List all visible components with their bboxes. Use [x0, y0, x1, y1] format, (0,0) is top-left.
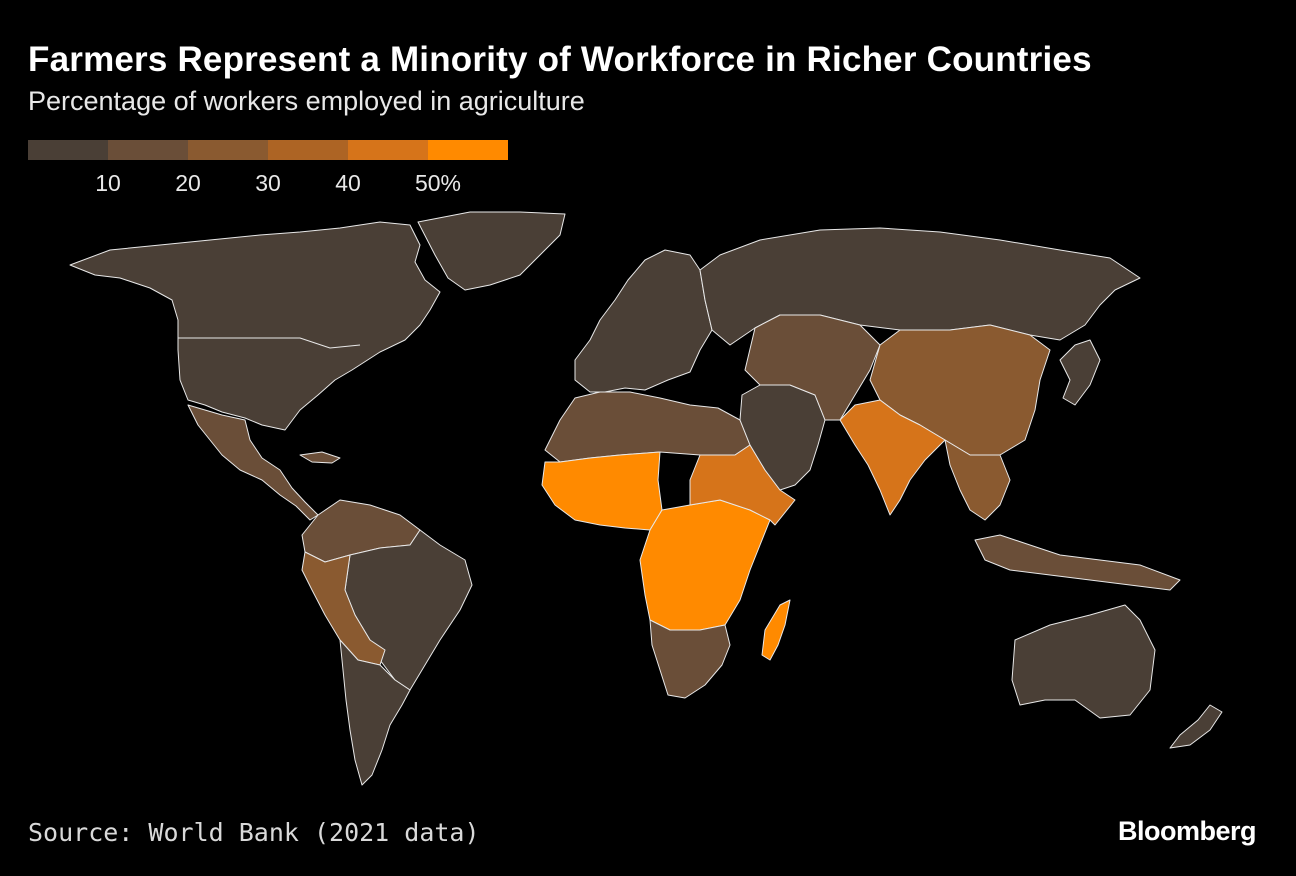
legend-swatch-2	[188, 140, 268, 160]
source-note: Source: World Bank (2021 data)	[28, 818, 480, 847]
legend-label-50: 50%	[414, 170, 462, 196]
color-legend	[28, 140, 508, 160]
chart-title: Farmers Represent a Minority of Workforc…	[28, 40, 1092, 79]
legend-labels: 10 20 30 40 50%	[28, 170, 508, 200]
region-australia	[1011, 604, 1156, 719]
world-map	[69, 211, 1223, 786]
region-madagascar	[761, 599, 791, 661]
bloomberg-logo: Bloomberg	[1117, 816, 1257, 846]
region-japan-korea	[1059, 339, 1101, 406]
region-india	[839, 399, 946, 516]
legend-label-20: 20	[175, 170, 201, 196]
region-north-america	[69, 221, 441, 431]
region-caribbean	[299, 451, 341, 464]
legend-swatch-0	[28, 140, 108, 160]
chart-subtitle: Percentage of workers employed in agricu…	[28, 86, 585, 116]
region-mexico-central-america	[187, 404, 319, 521]
region-central-asia	[744, 314, 881, 421]
region-peru-bolivia	[301, 551, 386, 666]
region-indonesia-png	[974, 534, 1181, 591]
legend-swatch-1	[108, 140, 188, 160]
legend-label-40: 40	[335, 170, 361, 196]
region-west-africa	[541, 451, 663, 531]
legend-swatch-5	[428, 140, 508, 160]
region-southern-africa	[649, 619, 731, 699]
region-europe	[574, 249, 713, 393]
region-southeast-asia	[944, 439, 1011, 521]
region-southern-cone	[339, 639, 411, 786]
region-canada-border	[178, 337, 361, 349]
legend-label-10: 10	[95, 170, 121, 196]
region-greenland	[417, 211, 566, 291]
legend-swatch-3	[268, 140, 348, 160]
region-new-zealand	[1169, 704, 1223, 749]
legend-label-30: 30	[255, 170, 281, 196]
legend-swatch-4	[348, 140, 428, 160]
region-north-africa	[544, 391, 751, 463]
region-central-east-africa	[639, 499, 771, 631]
